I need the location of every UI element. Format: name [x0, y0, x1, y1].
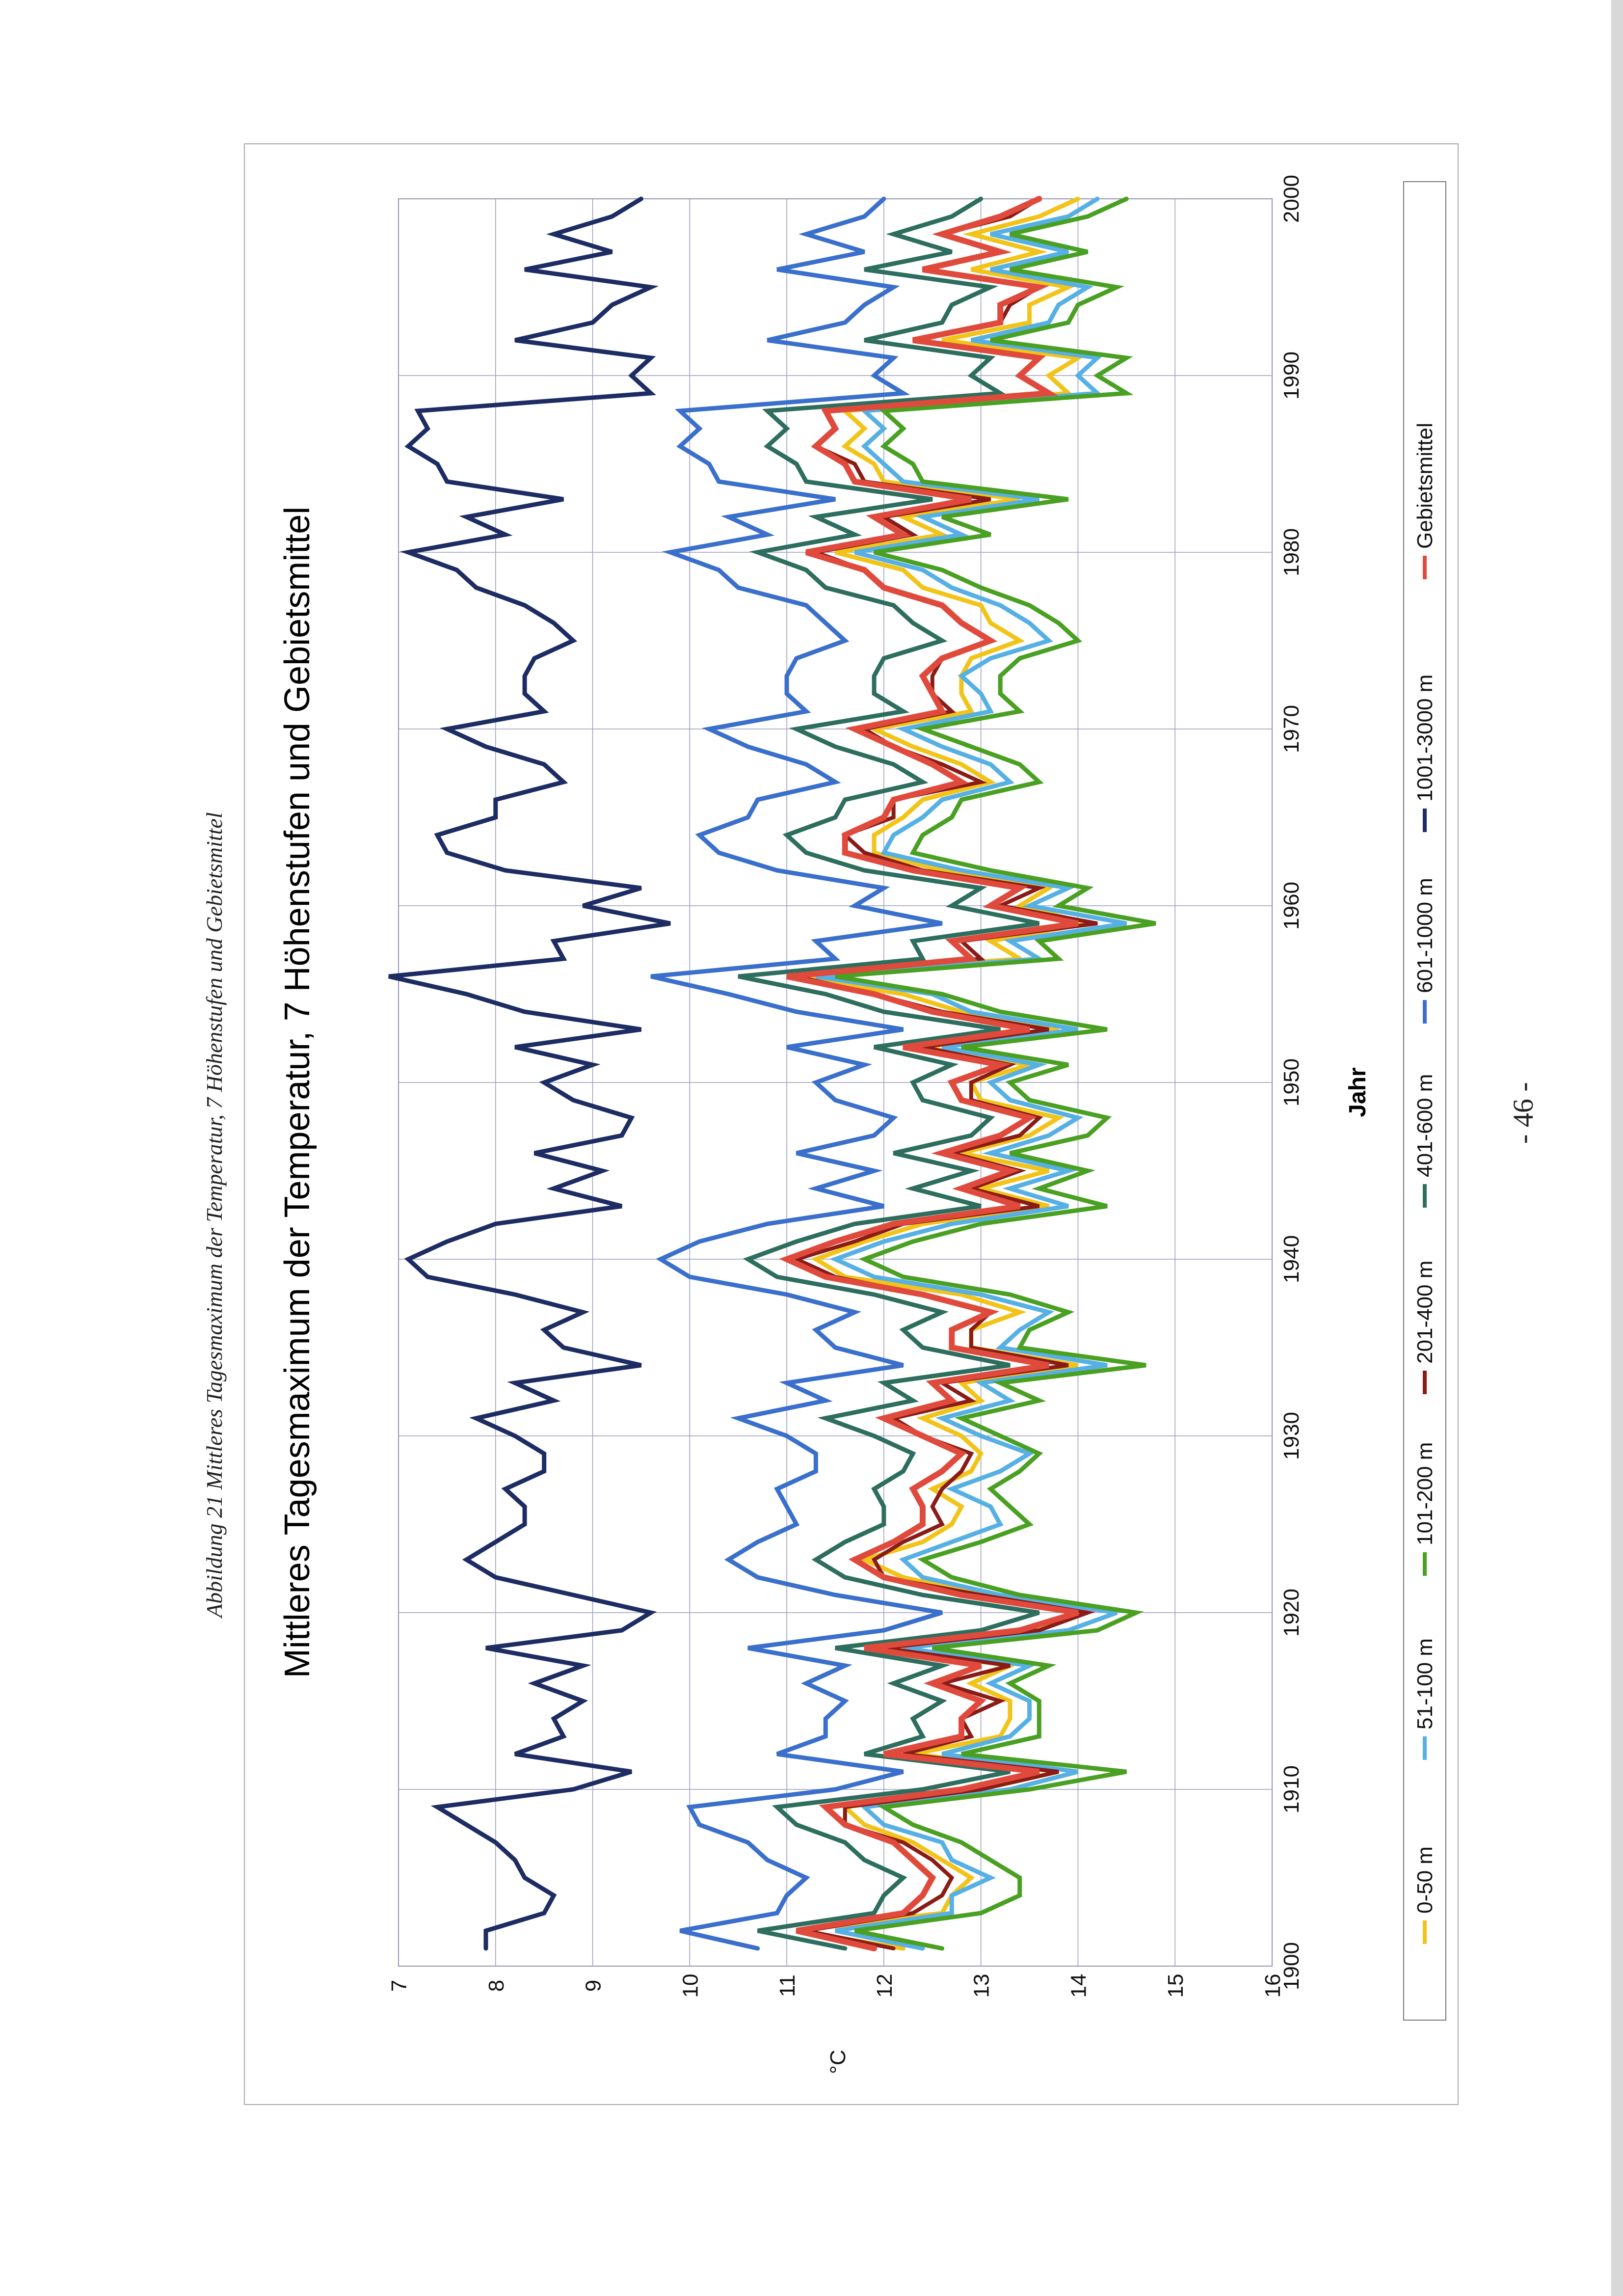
chart-title: Mittleres Tagesmaximum der Temperatur, 7… — [278, 507, 317, 1678]
series-line-1 — [815, 196, 1127, 1951]
page-edge — [1611, 0, 1623, 2296]
series-layer — [388, 196, 1156, 1951]
y-tick-label: 10 — [678, 1974, 702, 1998]
legend-label: 401-600 m — [1413, 1074, 1437, 1177]
legend-layer: 0-50 m 51-100 m 101-200 m 201-400 m 401-600 … — [1403, 181, 1446, 2021]
y-tick-label: 9 — [582, 1980, 606, 1992]
series-line-5 — [650, 196, 943, 1951]
series-line-4 — [738, 196, 1040, 1951]
chart-frame — [244, 143, 1459, 2105]
y-tick-label: 15 — [1164, 1974, 1188, 1998]
series-line-2 — [835, 196, 1156, 1951]
legend-label: 51-100 m — [1413, 1638, 1437, 1729]
legend-label: Gebietsmittel — [1413, 423, 1437, 549]
y-tick-label: 11 — [775, 1974, 799, 1997]
x-tick-label: 1960 — [1279, 882, 1304, 930]
x-tick-label: 1930 — [1279, 1412, 1304, 1460]
x-tick-label: 1910 — [1279, 1765, 1304, 1813]
legend-label: 101-200 m — [1413, 1442, 1437, 1545]
x-tick-label: 1980 — [1279, 528, 1304, 576]
legend-label: 201-400 m — [1413, 1261, 1437, 1364]
grid-layer — [398, 198, 1273, 1967]
x-tick-label: 2000 — [1279, 175, 1304, 223]
legend-box — [1403, 181, 1446, 2021]
x-axis-label: Jahr — [1345, 1067, 1371, 1117]
y-axis-label: °C — [826, 2050, 850, 2074]
legend-label: 601-1000 m — [1413, 878, 1437, 993]
label-layer: Mittleres Tagesmaximum der Temperatur, 7… — [278, 507, 1371, 2074]
series-line-7 — [779, 196, 1079, 1951]
y-tick-label: 8 — [484, 1980, 508, 1992]
x-tick-label: 1970 — [1279, 705, 1304, 753]
y-tick-label: 13 — [970, 1974, 994, 1998]
y-tick-label: 14 — [1066, 1974, 1091, 1998]
series-line-6 — [388, 196, 671, 1951]
legend-label: 0-50 m — [1413, 1846, 1437, 1914]
y-tick-label: 7 — [387, 1980, 411, 1992]
y-tick-label: 12 — [873, 1974, 897, 1998]
x-tick-label: 1940 — [1279, 1235, 1304, 1283]
page-number: - 46 - — [1507, 1082, 1539, 1144]
x-tick-label: 1950 — [1279, 1058, 1304, 1107]
x-tick-label: 1900 — [1279, 1942, 1304, 1990]
legend-label: 1001-3000 m — [1413, 675, 1437, 802]
x-tick-label: 1990 — [1279, 351, 1304, 400]
y-tick-label: 16 — [1261, 1974, 1285, 1998]
x-tick-label: 1920 — [1279, 1589, 1304, 1637]
